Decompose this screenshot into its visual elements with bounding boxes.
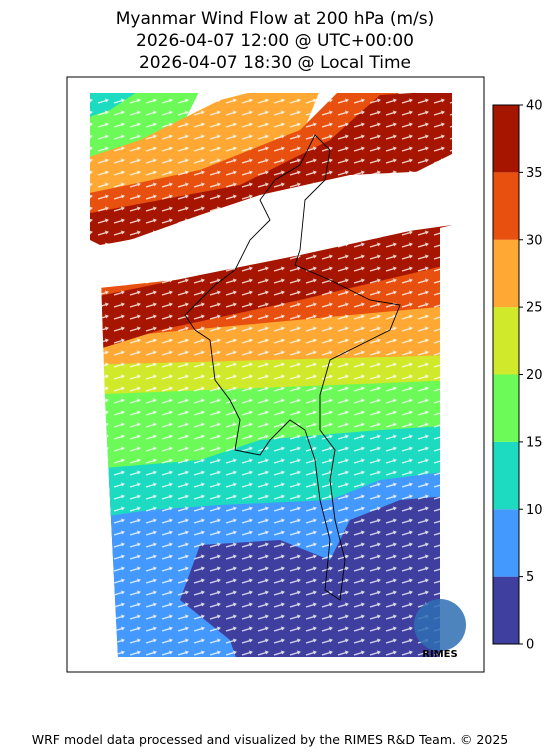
tick-label: 25 bbox=[526, 301, 543, 316]
map-frame bbox=[66, 76, 485, 673]
wind-vectors bbox=[90, 93, 452, 657]
title-line: Myanmar Wind Flow at 200 hPa (m/s) bbox=[116, 9, 434, 29]
country-outline bbox=[184, 134, 401, 601]
tick-label: 0 bbox=[526, 638, 534, 653]
logo-text: RIMES bbox=[422, 649, 457, 660]
wind-field bbox=[90, 93, 452, 657]
colorbar-band bbox=[493, 576, 519, 644]
colorbar-band bbox=[493, 307, 519, 375]
tick-label: 30 bbox=[526, 233, 543, 248]
title-line: 2026-04-07 12:00 @ UTC+00:00 bbox=[136, 31, 414, 51]
tick-label: 20 bbox=[526, 368, 543, 383]
tick-label: 10 bbox=[526, 503, 543, 518]
colorbar-band bbox=[493, 441, 519, 510]
colorbar-band bbox=[493, 509, 519, 577]
colorbar-band bbox=[493, 239, 519, 308]
colorbar-band bbox=[493, 105, 519, 173]
colorbar-band bbox=[493, 172, 519, 240]
tick-label: 40 bbox=[526, 99, 543, 114]
tick-label: 15 bbox=[526, 435, 543, 450]
tick-label: 5 bbox=[526, 570, 534, 585]
title-line: 2026-04-07 18:30 @ Local Time bbox=[139, 53, 411, 73]
footer: WRF model data processed and visualized … bbox=[32, 732, 508, 747]
colorbar-band bbox=[493, 374, 519, 442]
logo: RIMES bbox=[414, 599, 466, 660]
colorbar: 0 5 10 15 20 25 30 35 40 bbox=[492, 99, 543, 653]
tick-label: 35 bbox=[526, 166, 543, 181]
logo-badge bbox=[414, 599, 466, 651]
